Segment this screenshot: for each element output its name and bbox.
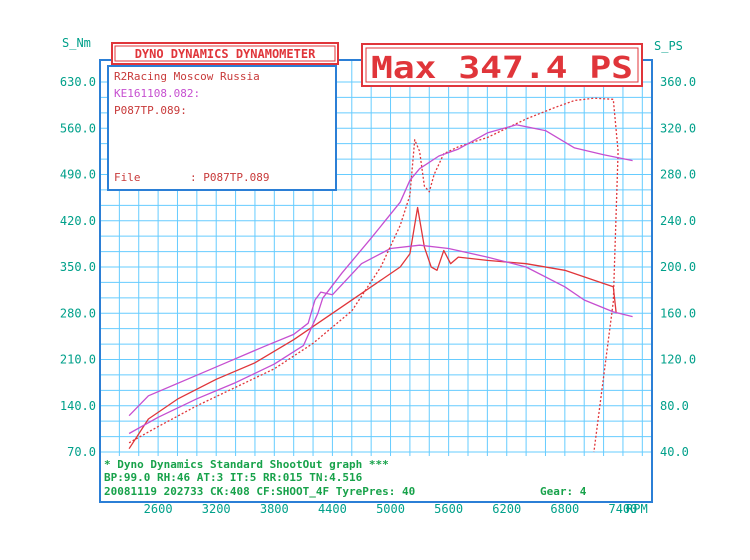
y-left-axis: 70.0 140.0 210.0 280.0 350.0 420.0 490.0 560.0 6… — [60, 75, 96, 459]
series-line-4 — [128, 124, 633, 435]
y-left-tick-label: 350.0 — [60, 260, 96, 274]
y-left-tick-label: 420.0 — [60, 214, 96, 228]
y-left-tick-label: 560.0 — [60, 121, 96, 135]
y-right-tick-label: 80.0 — [660, 399, 689, 413]
curves — [128, 97, 633, 453]
max-box — [361, 43, 643, 87]
info-line-3: P087TP.089: — [114, 104, 187, 117]
footer-line-1: * Dyno Dynamics Standard ShootOut graph … — [104, 458, 389, 471]
x-tick-label: 5600 — [434, 502, 463, 516]
x-tick-label: 7400 — [608, 502, 637, 516]
footer-line-2: BP:99.0 RH:46 AT:3 IT:5 RR:015 TN:4.516 — [104, 471, 363, 484]
footer-panel — [101, 456, 651, 501]
y-right-tick-label: 280.0 — [660, 168, 696, 182]
series-line-1 — [128, 206, 617, 450]
x-tick-label: 4400 — [318, 502, 347, 516]
x-tick-label: 6200 — [492, 502, 521, 516]
title-box — [111, 42, 339, 65]
x-tick-label: 3200 — [202, 502, 231, 516]
info-box — [107, 65, 337, 191]
y-right-tick-label: 40.0 — [660, 445, 689, 459]
series-line-2 — [128, 244, 633, 417]
y-right-tick-label: 320.0 — [660, 121, 696, 135]
x-tick-label: 2600 — [144, 502, 173, 516]
y-right-tick-label: 240.0 — [660, 214, 696, 228]
x-axis-title: RPM — [626, 502, 648, 516]
y-left-tick-label: 70.0 — [67, 445, 96, 459]
title-text: DYNO DYNAMICS DYNAMOMETER — [135, 47, 316, 61]
y-right-tick-label: 120.0 — [660, 353, 696, 367]
footer-gear: Gear: 4 — [540, 485, 587, 498]
footer-line-3: 20081119 202733 CK:408 CF:SHOOT_4F TyreP… — [104, 485, 415, 498]
y-left-tick-label: 280.0 — [60, 306, 96, 320]
x-tick-label: 5000 — [376, 502, 405, 516]
y-left-axis-title: S_Nm — [62, 36, 91, 50]
x-tick-label: 6800 — [550, 502, 579, 516]
info-line-2: KE161108.082: — [114, 87, 200, 100]
y-right-tick-label: 200.0 — [660, 260, 696, 274]
file-label: File — [114, 171, 141, 184]
y-right-tick-label: 160.0 — [660, 306, 696, 320]
info-line-1: R2Racing Moscow Russia — [114, 70, 260, 83]
x-axis: 2600 3200 3800 4400 5000 5600 6200 6800 7400 — [144, 502, 638, 516]
y-right-tick-label: 360.0 — [660, 75, 696, 89]
x-tick-label: 3800 — [260, 502, 289, 516]
y-right-axis: 40.0 80.0 120.0 160.0 200.0 240.0 280.0 320.0 36… — [660, 75, 696, 459]
y-right-axis-title: S_PS — [654, 39, 683, 53]
y-left-tick-label: 140.0 — [60, 399, 96, 413]
max-value: Max 347.4 PS — [371, 51, 633, 86]
file-value: : P087TP.089 — [190, 171, 269, 184]
y-left-tick-label: 490.0 — [60, 168, 96, 182]
series-line-3 — [128, 97, 619, 453]
y-left-tick-label: 210.0 — [60, 353, 96, 367]
y-left-tick-label: 630.0 — [60, 75, 96, 89]
